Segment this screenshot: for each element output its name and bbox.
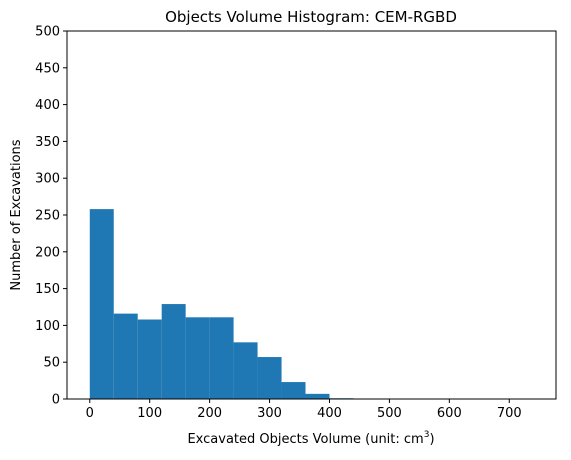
y-tick-label: 350: [35, 135, 60, 150]
x-tick-label: 300: [257, 406, 282, 421]
y-tick-label: 0: [52, 393, 60, 408]
bars-group: [89, 209, 354, 399]
x-axis-label-superscript: 3: [424, 430, 430, 440]
x-tick-label: 100: [137, 406, 162, 421]
histogram-bar: [257, 357, 282, 399]
histogram-bar: [161, 304, 186, 399]
y-tick-label: 50: [43, 356, 60, 371]
y-tick-label: 100: [35, 319, 60, 334]
y-tick-label: 400: [35, 98, 60, 113]
y-tick-label: 450: [35, 61, 60, 76]
histogram-bar: [137, 319, 162, 399]
histogram-bar: [89, 209, 114, 399]
y-axis-label: Number of Excavations: [9, 139, 24, 290]
x-tick-label: 400: [317, 406, 342, 421]
histogram-bar: [113, 313, 138, 399]
y-tick-label: 500: [35, 25, 60, 40]
x-tick-label: 0: [86, 406, 94, 421]
x-axis-label-suffix: ): [429, 432, 434, 447]
histogram-bar: [305, 393, 330, 399]
x-axis-label-main: Excavated Objects Volume (unit: cm: [187, 432, 423, 447]
y-tick-label: 300: [35, 172, 60, 187]
y-tick-label: 200: [35, 245, 60, 260]
x-tick-label: 200: [197, 406, 222, 421]
x-tick-label: 700: [497, 406, 522, 421]
y-tick-label: 150: [35, 282, 60, 297]
histogram-bar: [281, 382, 306, 399]
x-axis-ticks: 0 100 200 300 400 500 600 700: [86, 399, 522, 421]
histogram-bar: [233, 342, 258, 399]
histogram-bar: [209, 317, 234, 399]
x-tick-label: 500: [377, 406, 402, 421]
x-axis-label: Excavated Objects Volume (unit: cm3): [187, 430, 434, 447]
plot-frame: [66, 30, 557, 400]
y-tick-label: 250: [35, 209, 60, 224]
x-tick-label: 600: [437, 406, 462, 421]
y-axis-ticks: 0 50 100 150 200 250 300 350 400 450 500: [35, 25, 67, 408]
histogram-bar: [185, 317, 210, 399]
chart-title: Objects Volume Histogram: CEM-RGBD: [165, 8, 457, 26]
